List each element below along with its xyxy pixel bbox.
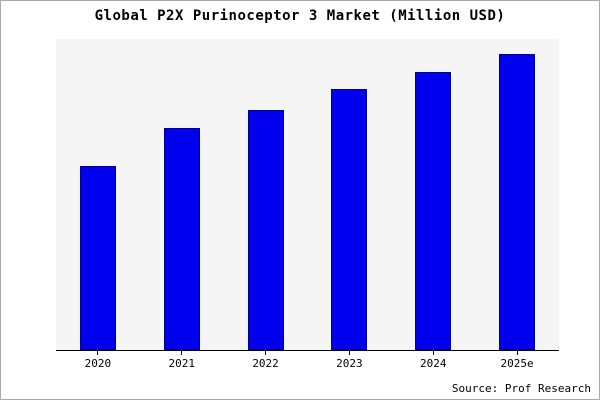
x-label-2024: 2024 xyxy=(419,357,447,370)
x-tick xyxy=(432,351,434,355)
x-tick xyxy=(516,351,518,355)
x-label-2020: 2020 xyxy=(84,357,112,370)
bars-container xyxy=(56,39,559,350)
source-note: Source: Prof Research xyxy=(451,382,591,395)
x-tick xyxy=(265,351,267,355)
chart-title: Global P2X Purinoceptor 3 Market (Millio… xyxy=(94,8,506,24)
x-tick xyxy=(181,351,183,355)
bar-2024 xyxy=(415,71,452,350)
x-tick xyxy=(348,351,350,355)
x-axis-labels: 2020 2021 2022 2023 2024 2025e xyxy=(56,357,559,370)
bar-2020 xyxy=(79,166,116,350)
bar-2022 xyxy=(247,110,284,350)
x-label-2025e: 2025e xyxy=(500,357,534,370)
bar-2021 xyxy=(163,127,200,350)
x-label-2021: 2021 xyxy=(168,357,195,370)
bar-2025e xyxy=(499,53,536,350)
bar-2023 xyxy=(331,89,368,350)
plot-area xyxy=(56,39,559,351)
x-tick xyxy=(97,351,99,355)
x-label-2022: 2022 xyxy=(252,357,279,370)
x-axis-ticks xyxy=(56,351,559,355)
x-label-2023: 2023 xyxy=(336,357,363,370)
